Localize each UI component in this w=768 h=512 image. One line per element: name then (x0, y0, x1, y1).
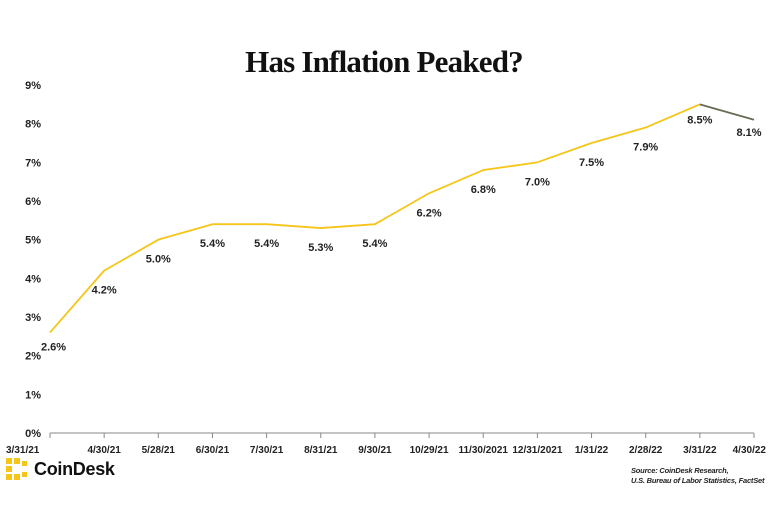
x-tick-label: 4/30/22 (733, 445, 767, 456)
x-tick-label: 8/31/21 (304, 445, 338, 456)
y-tick-label: 4% (25, 273, 41, 285)
x-tick-label: 12/31/2021 (512, 445, 562, 456)
x-tick-label: 2/28/22 (629, 445, 663, 456)
data-label: 7.0% (525, 176, 550, 188)
data-label: 6.2% (417, 207, 442, 219)
x-axis: 3/31/21 4/30/21 5/28/21 6/30/21 7/30/21 8/31/… (6, 432, 767, 456)
y-tick-label: 0% (25, 428, 41, 440)
y-tick-label: 3% (25, 312, 41, 324)
coindesk-logo: CoinDesk (6, 458, 115, 480)
x-tick-label: 4/30/21 (87, 445, 121, 456)
y-axis-ticks: 0% 1% 2% 3% 4% 5% 6% 7% 8% 9% (25, 80, 41, 440)
data-label: 5.4% (254, 238, 279, 250)
data-labels: 2.6% 4.2% 5.0% 5.4% 5.4% 5.3% 5.4% 6.2% 6.8% 7.0%… (41, 114, 762, 353)
y-tick-label: 1% (25, 389, 41, 401)
data-label: 5.3% (308, 242, 333, 254)
x-tick-label: 5/28/21 (142, 445, 176, 456)
data-label: 8.1% (736, 127, 761, 139)
series-line-group (49, 103, 755, 334)
source-note: Source: CoinDesk Research, U.S. Bureau o… (631, 466, 766, 486)
data-label: 5.4% (362, 238, 387, 250)
data-label: 7.5% (579, 157, 604, 169)
data-label: 8.5% (687, 114, 712, 126)
x-tick-label: 7/30/21 (250, 445, 284, 456)
brand-name: CoinDesk (34, 458, 115, 479)
x-tick-label: 11/30/2021 (458, 445, 508, 456)
coindesk-logo-icon (6, 458, 27, 480)
y-tick-label: 5% (25, 235, 41, 247)
source-line-2: U.S. Bureau of Labor Statistics, FactSet (631, 476, 765, 485)
x-tick-label: 10/29/21 (410, 445, 449, 456)
x-tick-label: 1/31/22 (575, 445, 609, 456)
data-label: 6.8% (471, 184, 496, 196)
data-label: 7.9% (633, 142, 658, 154)
x-tick-label: 3/31/22 (683, 445, 717, 456)
inflation-series-last-segment (699, 103, 755, 121)
x-tick-label: 9/30/21 (358, 445, 392, 456)
y-tick-label: 8% (25, 119, 41, 131)
source-line-1: Source: CoinDesk Research, (631, 466, 729, 475)
data-label: 4.2% (92, 285, 117, 297)
x-tick-label: 6/30/21 (196, 445, 230, 456)
chart-title: Has Inflation Peaked? (245, 44, 524, 79)
y-tick-label: 7% (25, 157, 41, 169)
data-label: 5.4% (200, 238, 225, 250)
y-tick-label: 2% (25, 351, 41, 363)
y-tick-label: 6% (25, 196, 41, 208)
x-tick-label: 3/31/21 (6, 445, 40, 456)
data-label: 2.6% (41, 341, 66, 353)
data-label: 5.0% (146, 254, 171, 266)
inflation-series-line (49, 103, 701, 334)
y-tick-label: 9% (25, 80, 41, 92)
